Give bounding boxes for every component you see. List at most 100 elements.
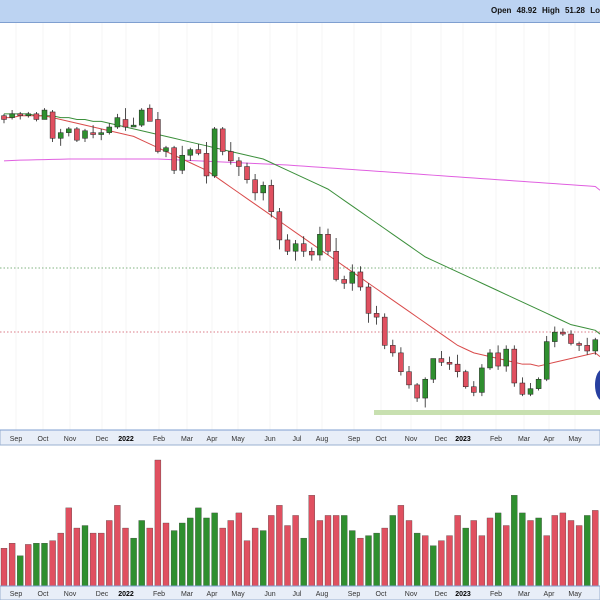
- x-tick-label: Apr: [207, 436, 219, 443]
- candle-body: [203, 153, 210, 177]
- volume-bar: [494, 512, 502, 587]
- volume-bar: [235, 512, 243, 587]
- ohlc-readout: Open 48.92 High 51.28 Lo: [488, 6, 600, 15]
- volume-bar: [65, 507, 72, 587]
- low-label: Lo: [590, 6, 600, 15]
- candle-body: [519, 382, 526, 395]
- candle-body: [454, 363, 461, 372]
- candle-body: [284, 239, 291, 252]
- volume-bar: [300, 537, 307, 587]
- candle-body: [479, 367, 485, 393]
- volume-x-tick-label: Dec: [96, 591, 109, 598]
- volume-x-tick-label: 2023: [455, 591, 471, 598]
- volume-bar: [268, 515, 275, 587]
- volume-bar: [73, 527, 81, 587]
- volume-bar: [8, 543, 16, 587]
- volume-x-tick-label: May: [231, 591, 245, 598]
- volume-bar: [527, 520, 534, 587]
- candle-body: [179, 154, 185, 171]
- candle-body: [25, 113, 32, 116]
- candle-body: [155, 119, 161, 152]
- candle-body: [568, 333, 574, 344]
- candle-body: [90, 132, 96, 135]
- volume-bar: [195, 507, 202, 587]
- candle-body: [66, 128, 72, 133]
- volume-bar: [373, 532, 380, 587]
- candle-body: [41, 109, 48, 120]
- volume-bar: [430, 545, 437, 587]
- volume-bar: [413, 532, 421, 587]
- candle-body: [138, 109, 145, 126]
- candle-body: [503, 348, 509, 367]
- x-tick-label: Aug: [316, 436, 329, 443]
- candle-body: [82, 130, 88, 139]
- x-tick-label: May: [231, 436, 245, 443]
- candle-body: [74, 128, 80, 141]
- volume-x-tick-label: May: [568, 591, 582, 598]
- volume-bar: [138, 520, 145, 587]
- volume-bar: [211, 512, 218, 587]
- candle-body: [300, 243, 307, 252]
- volume-bar: [57, 532, 64, 587]
- high-value: 51.28: [564, 6, 585, 15]
- volume-bar: [592, 510, 599, 587]
- volume-bar: [162, 522, 170, 587]
- open-value: 48.92: [516, 6, 537, 15]
- volume-bar: [260, 530, 267, 587]
- blue-marker: [595, 370, 600, 400]
- candle-body: [1, 115, 7, 120]
- x-tick-label: Apr: [544, 436, 556, 443]
- candle-body: [219, 128, 226, 152]
- ma-mid-line: [4, 113, 600, 335]
- candle-body: [9, 113, 15, 118]
- candle-body: [252, 179, 258, 194]
- volume-x-tick-label: Mar: [181, 591, 194, 598]
- volume-bar: [219, 527, 226, 587]
- volume-bar: [543, 535, 550, 587]
- volume-bar: [389, 515, 396, 587]
- candle-body: [430, 358, 437, 380]
- volume-bar: [17, 555, 24, 587]
- candle-body: [552, 331, 558, 342]
- volume-bar: [114, 505, 121, 587]
- volume-bar: [405, 520, 413, 587]
- candle-body: [365, 286, 372, 314]
- candle-body: [349, 271, 356, 284]
- candle-body: [228, 151, 234, 162]
- candle-body: [462, 371, 469, 388]
- volume-bar: [486, 517, 494, 587]
- volume-bar: [0, 548, 8, 587]
- volume-bar: [551, 515, 558, 587]
- candle-body: [187, 149, 194, 156]
- candle-body: [211, 128, 218, 177]
- candle-body: [122, 119, 129, 128]
- candle-body: [576, 343, 582, 346]
- ma-long-line: [3, 158, 600, 191]
- x-tick-label: Sep: [10, 436, 23, 443]
- volume-bar: [341, 515, 348, 587]
- volume-bar: [122, 527, 129, 587]
- candle-body: [373, 313, 380, 318]
- candle-body: [511, 348, 518, 384]
- volume-x-tick-label: Feb: [490, 591, 502, 598]
- volume-x-tick-label: Dec: [435, 591, 448, 598]
- x-tick-label: Oct: [38, 436, 49, 443]
- candle-body: [57, 132, 64, 139]
- volume-x-tick-label: Oct: [38, 591, 49, 598]
- candle-body: [260, 185, 266, 194]
- candle-body: [171, 147, 177, 171]
- candle-body: [49, 111, 56, 139]
- candle-body: [422, 378, 428, 399]
- volume-bar: [567, 520, 575, 587]
- volume-bar: [292, 515, 299, 587]
- x-tick-label: Nov: [405, 436, 418, 443]
- volume-bar: [324, 515, 332, 587]
- volume-bar: [422, 535, 429, 587]
- candle-body: [17, 113, 23, 116]
- candle-body: [471, 386, 477, 393]
- volume-x-tick-label: Apr: [544, 591, 556, 598]
- volume-bar: [243, 540, 251, 587]
- volume-bar: [349, 530, 356, 587]
- volume-bar: [365, 535, 372, 587]
- candle-body: [292, 243, 299, 252]
